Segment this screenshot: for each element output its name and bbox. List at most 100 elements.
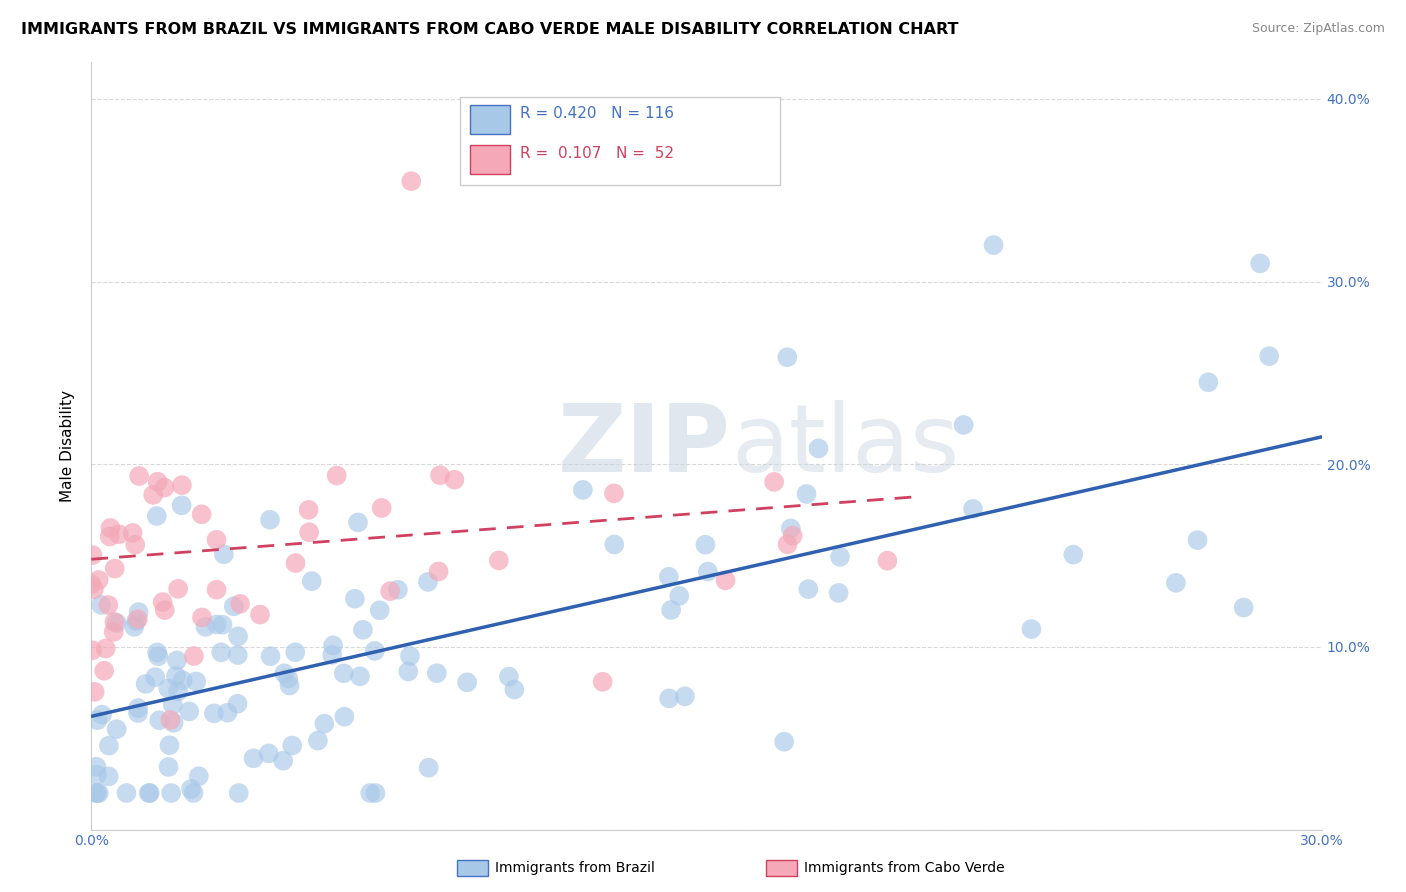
Point (347, 516, 370, 530)
Point (108, 527, 131, 541)
FancyBboxPatch shape (470, 104, 509, 134)
Point (592, 674, 614, 689)
Point (191, 610, 214, 624)
Point (952, 417, 974, 432)
Point (876, 554, 898, 568)
Point (160, 786, 183, 800)
Point (167, 582, 190, 596)
Point (378, 584, 401, 599)
Point (157, 681, 180, 696)
Point (170, 498, 193, 512)
Text: atlas: atlas (731, 400, 959, 492)
Point (97, 598, 120, 612)
Point (429, 468, 451, 483)
Text: Immigrants from Cabo Verde: Immigrants from Cabo Verde (804, 861, 1005, 875)
Point (1249, 256, 1271, 270)
Point (183, 786, 205, 800)
Point (322, 639, 344, 653)
Point (162, 715, 184, 730)
Point (187, 769, 209, 783)
Point (325, 468, 347, 483)
Point (673, 690, 696, 704)
Point (278, 679, 301, 693)
Point (93, 664, 115, 678)
Point (83, 582, 105, 597)
Text: Source: ZipAtlas.com: Source: ZipAtlas.com (1251, 22, 1385, 36)
Point (297, 503, 319, 517)
Point (205, 617, 228, 632)
Point (696, 565, 718, 579)
Point (142, 488, 165, 502)
Point (128, 469, 150, 483)
Point (148, 649, 170, 664)
Point (364, 786, 387, 800)
Y-axis label: Male Disability: Male Disability (60, 390, 76, 502)
Point (105, 615, 128, 630)
Point (603, 486, 626, 500)
Point (226, 697, 249, 711)
Point (86, 768, 108, 782)
Point (763, 475, 786, 489)
Point (257, 747, 280, 761)
Point (146, 508, 169, 523)
Text: IMMIGRANTS FROM BRAZIL VS IMMIGRANTS FROM CABO VERDE MALE DISABILITY CORRELATION: IMMIGRANTS FROM BRAZIL VS IMMIGRANTS FRO… (21, 22, 959, 37)
Point (962, 502, 984, 516)
Point (87, 786, 110, 800)
Point (121, 525, 143, 540)
Text: R =  0.107   N =  52: R = 0.107 N = 52 (520, 146, 673, 161)
Point (307, 733, 329, 747)
Point (443, 473, 465, 487)
Point (714, 574, 737, 588)
Point (82, 643, 104, 657)
Point (146, 475, 169, 489)
Point (242, 751, 264, 765)
Point (180, 781, 202, 796)
Point (301, 574, 323, 589)
Text: Immigrants from Brazil: Immigrants from Brazil (495, 861, 655, 875)
Point (370, 500, 392, 515)
Point (343, 591, 366, 606)
Point (148, 713, 170, 727)
Point (1164, 575, 1187, 590)
Point (103, 624, 125, 639)
Point (84, 786, 107, 800)
Point (91, 707, 114, 722)
FancyBboxPatch shape (470, 145, 509, 174)
Point (332, 666, 354, 681)
Point (314, 716, 336, 731)
Point (228, 786, 250, 800)
Point (97, 739, 120, 753)
Point (103, 615, 125, 629)
Point (1197, 376, 1219, 390)
Point (249, 607, 271, 622)
Point (695, 538, 717, 552)
Point (105, 722, 128, 736)
Point (152, 595, 174, 609)
Point (807, 442, 830, 456)
Point (572, 483, 595, 497)
Point (125, 614, 148, 628)
Point (127, 701, 149, 715)
Point (226, 648, 249, 662)
Point (782, 528, 804, 542)
Point (167, 684, 190, 698)
Point (222, 599, 245, 614)
Point (205, 582, 228, 597)
Point (211, 617, 233, 632)
Point (212, 547, 235, 561)
Point (97, 769, 120, 783)
Point (1062, 548, 1084, 562)
Point (259, 513, 281, 527)
Point (153, 603, 176, 617)
Point (321, 648, 343, 662)
Point (396, 665, 419, 679)
Point (124, 538, 146, 552)
Point (146, 645, 169, 659)
Point (104, 561, 127, 575)
Point (399, 174, 422, 188)
Point (503, 682, 526, 697)
Point (170, 478, 193, 492)
Point (368, 603, 391, 617)
Point (153, 481, 176, 495)
Point (94, 641, 117, 656)
